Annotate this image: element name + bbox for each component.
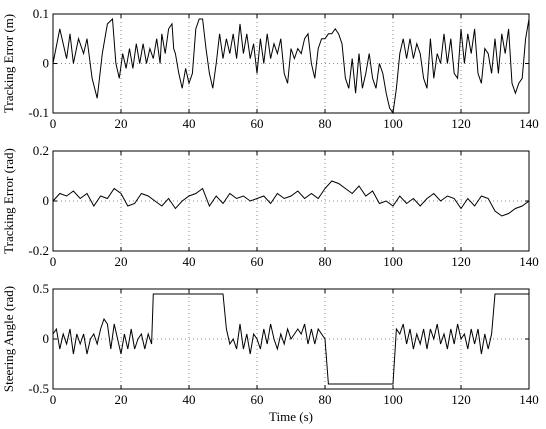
x-tick-label: 140 <box>519 392 539 407</box>
x-tick-label: 80 <box>319 392 332 407</box>
x-tick-label: 40 <box>183 116 196 131</box>
x-tick-label: 20 <box>115 392 128 407</box>
x-tick-label: 80 <box>319 254 332 269</box>
x-tick-label: 0 <box>50 392 57 407</box>
y-axis-label: Tracking Error (rad) <box>1 148 16 254</box>
x-tick-label: 0 <box>50 116 57 131</box>
x-tick-label: 60 <box>251 116 264 131</box>
x-tick-label: 20 <box>115 254 128 269</box>
x-tick-label: 60 <box>251 392 264 407</box>
x-tick-label: 120 <box>451 392 471 407</box>
x-tick-label: 80 <box>319 116 332 131</box>
y-axis-label: Steering Angle (rad) <box>1 286 16 392</box>
x-tick-label: 100 <box>383 392 403 407</box>
y-tick-label: -0.2 <box>28 243 49 258</box>
x-tick-label: 40 <box>183 254 196 269</box>
y-tick-label: 0 <box>43 56 50 71</box>
y-tick-label: -0.1 <box>28 105 49 120</box>
x-tick-label: 140 <box>519 116 539 131</box>
x-tick-label: 60 <box>251 254 264 269</box>
y-axis-label: Tracking Error (m) <box>1 14 16 113</box>
y-tick-label: 0.2 <box>33 143 49 158</box>
y-tick-label: -0.5 <box>28 381 49 396</box>
x-tick-label: 100 <box>383 116 403 131</box>
x-tick-label: 120 <box>451 116 471 131</box>
x-tick-label: 100 <box>383 254 403 269</box>
series-line <box>52 293 529 385</box>
x-tick-label: 0 <box>50 254 57 269</box>
series-line <box>52 17 530 115</box>
y-tick-label: 0 <box>43 331 50 346</box>
x-tick-label: 20 <box>115 116 128 131</box>
y-tick-label: 0.5 <box>33 281 49 296</box>
y-tick-label: 0.1 <box>33 6 49 21</box>
x-axis-label: Time (s) <box>269 409 313 424</box>
x-tick-label: 120 <box>451 254 471 269</box>
series-line <box>52 180 530 217</box>
x-tick-label: 40 <box>183 392 196 407</box>
y-tick-label: 0 <box>43 193 50 208</box>
x-tick-label: 140 <box>519 254 539 269</box>
